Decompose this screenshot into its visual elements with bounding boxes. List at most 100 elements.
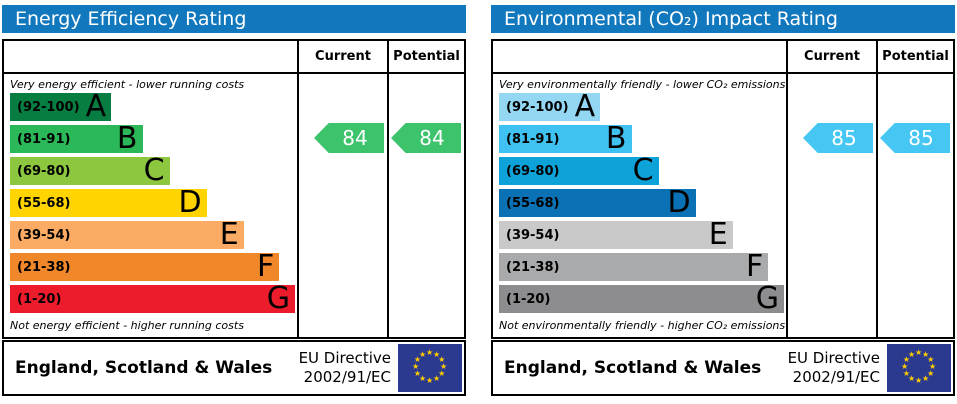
band-letter: F	[746, 249, 764, 284]
current-rating-value: 85	[831, 126, 857, 150]
rating-band: (92-100) A	[499, 89, 601, 124]
panel-title: Energy Efficiency Rating	[2, 5, 466, 33]
band-letter: E	[708, 217, 728, 252]
potential-rating-value: 84	[419, 126, 445, 150]
eu-directive-line1: EU Directive	[787, 349, 880, 367]
potential-column-header: Potential	[876, 41, 953, 72]
current-rating-arrow: 84	[314, 123, 384, 153]
eu-flag-star: ★	[419, 349, 427, 359]
table-body: Very energy efficient - lower running co…	[4, 74, 464, 337]
band-letter: D	[667, 185, 691, 220]
rating-band: (21-38) F	[499, 249, 769, 284]
energy-efficiency-panel: Energy Efficiency Rating Current Potenti…	[2, 5, 466, 396]
eu-directive-line2: 2002/91/EC	[303, 368, 391, 386]
rating-band: (81-91) B	[10, 121, 143, 156]
rating-band: (39-54) E	[10, 217, 244, 252]
top-caption: Very environmentally friendly - lower CO…	[499, 78, 786, 91]
band-range-label: (55-68)	[506, 195, 560, 211]
eu-directive-label: EU Directive 2002/91/EC	[788, 349, 887, 387]
band-letter: G	[755, 281, 779, 316]
eu-flag-star: ★	[902, 369, 911, 378]
eu-directive-line2: 2002/91/EC	[792, 368, 880, 386]
eu-flag-star: ★	[901, 362, 909, 371]
eu-flag-star: ★	[908, 349, 916, 359]
eu-flag-icon: ★ ★ ★ ★ ★ ★ ★ ★ ★ ★ ★ ★	[398, 344, 462, 392]
band-letter: D	[178, 185, 202, 220]
eu-flag-star: ★	[433, 349, 441, 359]
table-header-row: Current Potential	[4, 41, 464, 74]
eu-flag-star: ★	[929, 362, 937, 371]
top-caption: Very energy efficient - lower running co…	[10, 78, 245, 91]
footer: England, Scotland & Wales EU Directive 2…	[2, 340, 466, 396]
eu-flag-star: ★	[440, 362, 448, 371]
band-range-label: (81-91)	[506, 131, 560, 147]
band-range-label: (92-100)	[506, 99, 569, 115]
footer: England, Scotland & Wales EU Directive 2…	[491, 340, 955, 396]
eu-flag-star: ★	[908, 374, 916, 384]
eu-flag-star: ★	[922, 349, 930, 359]
eu-flag-star: ★	[927, 369, 935, 378]
band-range-label: (39-54)	[17, 227, 71, 243]
band-letter: A	[574, 89, 596, 124]
potential-column: 84	[387, 74, 464, 337]
band-letter: E	[219, 217, 239, 252]
band-range-label: (81-91)	[17, 131, 71, 147]
rating-table: Current Potential Very environmentally f…	[491, 39, 955, 339]
footer-region-label: England, Scotland & Wales	[504, 358, 762, 378]
eu-flag-star: ★	[438, 355, 446, 364]
rating-band: (39-54) E	[499, 217, 733, 252]
eu-flag-icon: ★ ★ ★ ★ ★ ★ ★ ★ ★ ★ ★ ★	[887, 344, 951, 392]
band-letter: A	[85, 89, 107, 124]
band-letter: F	[257, 249, 275, 284]
band-letter: C	[632, 153, 654, 188]
band-letter: B	[605, 121, 627, 156]
eu-flag-star: ★	[438, 369, 446, 378]
rating-band: (69-80) C	[10, 153, 170, 188]
eu-flag-star: ★	[426, 376, 434, 385]
current-column-header: Current	[786, 41, 876, 72]
rating-scale: Very environmentally friendly - lower CO…	[493, 74, 786, 337]
eu-flag-star: ★	[413, 355, 422, 364]
potential-rating-arrow: 84	[391, 123, 461, 153]
current-rating-value: 84	[342, 126, 368, 150]
eu-flag-star: ★	[915, 348, 923, 357]
header-spacer	[493, 41, 786, 72]
potential-rating-value: 85	[908, 126, 934, 150]
current-column: 84	[297, 74, 387, 337]
rating-band: (55-68) D	[10, 185, 207, 220]
band-range-label: (69-80)	[17, 163, 71, 179]
eu-flag-star: ★	[922, 374, 930, 384]
potential-column: 85	[876, 74, 953, 337]
bottom-caption: Not environmentally friendly - higher CO…	[499, 319, 786, 332]
band-range-label: (92-100)	[17, 99, 80, 115]
table-header-row: Current Potential	[493, 41, 953, 74]
rating-table: Current Potential Very energy efficient …	[2, 39, 466, 339]
potential-rating-arrow: 85	[880, 123, 950, 153]
current-column: 85	[786, 74, 876, 337]
eu-directive-label: EU Directive 2002/91/EC	[299, 349, 398, 387]
bottom-caption: Not energy efficient - higher running co…	[10, 319, 244, 332]
eu-flag-star: ★	[426, 348, 434, 357]
potential-column-header: Potential	[387, 41, 464, 72]
band-range-label: (39-54)	[506, 227, 560, 243]
eu-flag-star: ★	[412, 362, 420, 371]
panel-title: Environmental (CO₂) Impact Rating	[491, 5, 955, 33]
environmental-impact-panel: Environmental (CO₂) Impact Rating Curren…	[491, 5, 955, 396]
eu-flag-star: ★	[915, 376, 923, 385]
rating-band: (1-20) G	[10, 281, 295, 316]
band-letter: G	[266, 281, 290, 316]
rating-band: (69-80) C	[499, 153, 659, 188]
band-letter: B	[116, 121, 138, 156]
band-letter: C	[143, 153, 165, 188]
header-spacer	[4, 41, 297, 72]
band-range-label: (55-68)	[17, 195, 71, 211]
band-range-label: (1-20)	[17, 291, 62, 307]
band-range-label: (21-38)	[17, 259, 71, 275]
rating-band: (55-68) D	[499, 185, 696, 220]
eu-flag-star: ★	[927, 355, 935, 364]
eu-directive-line1: EU Directive	[298, 349, 391, 367]
rating-band: (92-100) A	[10, 89, 112, 124]
current-rating-arrow: 85	[803, 123, 873, 153]
band-range-label: (1-20)	[506, 291, 551, 307]
